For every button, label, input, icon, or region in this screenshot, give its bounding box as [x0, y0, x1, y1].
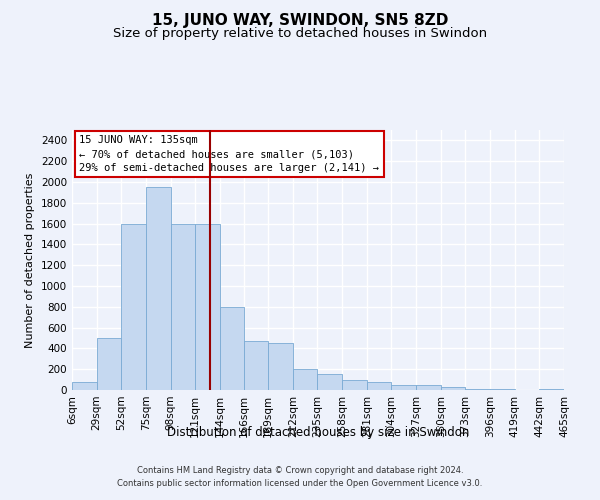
Bar [146, 187, 170, 390]
Bar [97, 338, 121, 390]
Bar [121, 224, 146, 390]
Bar [367, 382, 391, 390]
Text: Contains HM Land Registry data © Crown copyright and database right 2024.
Contai: Contains HM Land Registry data © Crown c… [118, 466, 482, 487]
Bar [441, 387, 466, 390]
Bar [72, 382, 97, 390]
Text: 15 JUNO WAY: 135sqm
← 70% of detached houses are smaller (5,103)
29% of semi-det: 15 JUNO WAY: 135sqm ← 70% of detached ho… [79, 135, 379, 173]
Bar [195, 224, 220, 390]
Text: Distribution of detached houses by size in Swindon: Distribution of detached houses by size … [167, 426, 469, 439]
Text: Size of property relative to detached houses in Swindon: Size of property relative to detached ho… [113, 28, 487, 40]
Bar [244, 340, 268, 390]
Bar [391, 385, 416, 390]
Y-axis label: Number of detached properties: Number of detached properties [25, 172, 35, 348]
Bar [170, 224, 195, 390]
Bar [416, 385, 441, 390]
Bar [466, 389, 490, 390]
Bar [317, 374, 342, 390]
Bar [268, 343, 293, 390]
Text: 15, JUNO WAY, SWINDON, SN5 8ZD: 15, JUNO WAY, SWINDON, SN5 8ZD [152, 12, 448, 28]
Bar [342, 380, 367, 390]
Bar [293, 369, 317, 390]
Bar [220, 307, 244, 390]
